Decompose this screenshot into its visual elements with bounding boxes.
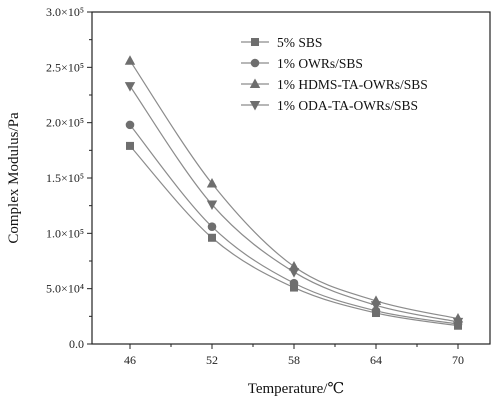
- legend-item: 5% SBS: [241, 35, 322, 50]
- data-point: [206, 178, 218, 188]
- data-point: [206, 200, 218, 211]
- x-tick-label: 58: [288, 353, 300, 367]
- y-tick-label: 2.0×10⁵: [46, 116, 84, 130]
- data-point: [208, 233, 216, 242]
- legend-marker: [249, 101, 261, 111]
- series-line: [129, 85, 459, 323]
- legend-marker: [250, 58, 260, 68]
- series-0: [126, 141, 462, 330]
- x-axis: 46 52 58 64 70: [124, 344, 464, 367]
- data-point: [290, 283, 298, 292]
- data-point: [370, 301, 382, 311]
- data-point: [289, 278, 299, 288]
- x-tick-label: 64: [370, 353, 382, 367]
- legend-item: 1% HDMS-TA-OWRs/SBS: [241, 77, 428, 92]
- data-point: [207, 222, 217, 231]
- legend: 5% SBS 1% OWRs/SBS 1% HDMS-TA-OWRs/SBS 1% O…: [241, 35, 428, 113]
- series-line: [129, 145, 459, 327]
- y-tick-label: 1.5×10⁵: [46, 171, 84, 185]
- x-tick-label: 70: [452, 353, 464, 367]
- data-point: [452, 317, 464, 328]
- series-layer: [124, 55, 464, 330]
- series-3: [124, 82, 464, 328]
- data-point: [124, 82, 136, 92]
- series-line: [129, 60, 459, 320]
- legend-label: 5% SBS: [277, 35, 322, 50]
- data-point: [126, 141, 134, 150]
- legend-marker: [249, 78, 261, 88]
- legend-label: 1% ODA-TA-OWRs/SBS: [277, 98, 418, 113]
- y-tick-label: 1.0×10⁵: [46, 226, 84, 240]
- x-tick-label: 52: [206, 353, 218, 367]
- y-tick-label: 2.5×10⁵: [46, 60, 84, 74]
- x-axis-title: Temperature/℃: [248, 381, 345, 397]
- legend-marker: [251, 38, 259, 46]
- data-point: [124, 55, 136, 65]
- y-axis-title: Complex Modulus/Pa: [6, 112, 22, 244]
- legend-item: 1% ODA-TA-OWRs/SBS: [241, 98, 418, 113]
- y-tick-label: 5.0×10⁴: [46, 282, 84, 296]
- data-point: [371, 306, 381, 316]
- legend-label: 1% OWRs/SBS: [277, 56, 363, 71]
- y-axis: 0.0 5.0×10⁴ 1.0×10⁵ 1.5×10⁵ 2.0×10⁵ 2.5×10⁵ 3.…: [46, 5, 92, 351]
- x-tick-label: 46: [124, 353, 136, 367]
- series-1: [125, 120, 463, 329]
- legend-label: 1% HDMS-TA-OWRs/SBS: [277, 77, 428, 92]
- y-tick-label: 0.0: [69, 337, 84, 351]
- y-tick-label: 3.0×10⁵: [46, 5, 84, 19]
- data-point: [125, 120, 135, 130]
- legend-item: 1% OWRs/SBS: [241, 56, 363, 71]
- series-line: [129, 124, 459, 325]
- data-point: [288, 268, 300, 278]
